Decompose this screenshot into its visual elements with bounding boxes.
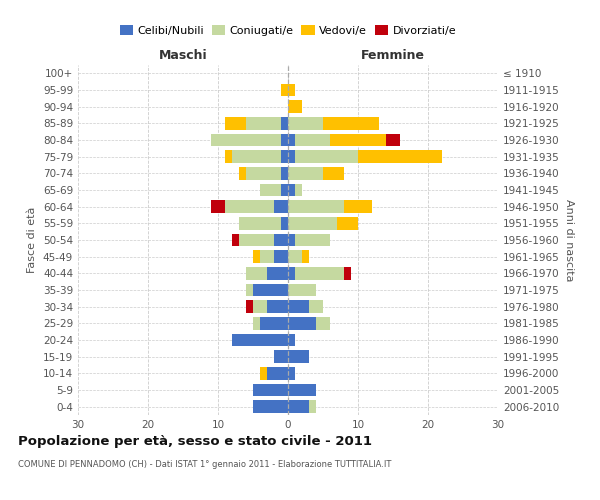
Bar — [295, 267, 344, 280]
Bar — [323, 117, 379, 130]
Bar — [246, 300, 253, 313]
Bar — [239, 217, 281, 230]
Y-axis label: Fasce di età: Fasce di età — [28, 207, 37, 273]
Bar — [288, 184, 295, 196]
Bar — [288, 134, 295, 146]
Bar — [330, 134, 386, 146]
Bar — [295, 134, 330, 146]
Bar — [288, 384, 316, 396]
Text: Maschi: Maschi — [158, 48, 208, 62]
Bar — [281, 167, 288, 179]
Text: Femmine: Femmine — [361, 48, 425, 62]
Bar — [232, 150, 281, 163]
Bar — [225, 200, 274, 213]
Bar — [239, 167, 246, 179]
Bar — [281, 134, 288, 146]
Bar — [260, 250, 274, 263]
Bar — [337, 217, 358, 230]
Bar — [358, 150, 442, 163]
Bar — [288, 334, 295, 346]
Bar — [288, 300, 309, 313]
Bar — [288, 167, 323, 179]
Bar — [316, 317, 330, 330]
Bar — [274, 200, 288, 213]
Text: COMUNE DI PENNADOMO (CH) - Dati ISTAT 1° gennaio 2011 - Elaborazione TUTTITALIA.: COMUNE DI PENNADOMO (CH) - Dati ISTAT 1°… — [18, 460, 391, 469]
Bar — [281, 84, 288, 96]
Bar — [253, 400, 288, 413]
Bar — [288, 250, 302, 263]
Bar — [239, 234, 274, 246]
Bar — [274, 250, 288, 263]
Bar — [309, 300, 323, 313]
Bar — [288, 234, 295, 246]
Bar — [288, 100, 302, 113]
Bar — [344, 200, 372, 213]
Bar — [281, 117, 288, 130]
Bar — [211, 200, 225, 213]
Bar — [260, 317, 288, 330]
Bar — [253, 284, 288, 296]
Legend: Celibi/Nubili, Coniugati/e, Vedovi/e, Divorziati/e: Celibi/Nubili, Coniugati/e, Vedovi/e, Di… — [120, 25, 456, 36]
Bar — [288, 217, 337, 230]
Bar — [288, 317, 316, 330]
Bar — [288, 400, 309, 413]
Bar — [253, 250, 260, 263]
Bar — [288, 150, 295, 163]
Bar — [288, 367, 295, 380]
Bar — [288, 284, 316, 296]
Bar — [295, 234, 330, 246]
Bar — [281, 150, 288, 163]
Bar — [267, 367, 288, 380]
Bar — [344, 267, 351, 280]
Bar — [253, 384, 288, 396]
Bar — [281, 184, 288, 196]
Bar — [288, 267, 295, 280]
Bar — [281, 217, 288, 230]
Text: Popolazione per età, sesso e stato civile - 2011: Popolazione per età, sesso e stato civil… — [18, 435, 372, 448]
Bar — [246, 267, 267, 280]
Bar — [246, 284, 253, 296]
Y-axis label: Anni di nascita: Anni di nascita — [563, 198, 574, 281]
Bar — [386, 134, 400, 146]
Bar — [309, 400, 316, 413]
Bar — [288, 350, 309, 363]
Bar — [267, 300, 288, 313]
Bar — [302, 250, 309, 263]
Bar — [232, 234, 239, 246]
Bar — [253, 300, 267, 313]
Bar — [211, 134, 281, 146]
Bar — [246, 167, 281, 179]
Bar — [274, 234, 288, 246]
Bar — [323, 167, 344, 179]
Bar — [246, 117, 281, 130]
Bar — [288, 84, 295, 96]
Bar — [260, 184, 281, 196]
Bar — [274, 350, 288, 363]
Bar — [253, 317, 260, 330]
Bar — [232, 334, 288, 346]
Bar — [295, 184, 302, 196]
Bar — [225, 150, 232, 163]
Bar — [267, 267, 288, 280]
Bar — [225, 117, 246, 130]
Bar — [260, 367, 267, 380]
Bar — [295, 150, 358, 163]
Bar — [288, 117, 323, 130]
Bar — [288, 200, 344, 213]
